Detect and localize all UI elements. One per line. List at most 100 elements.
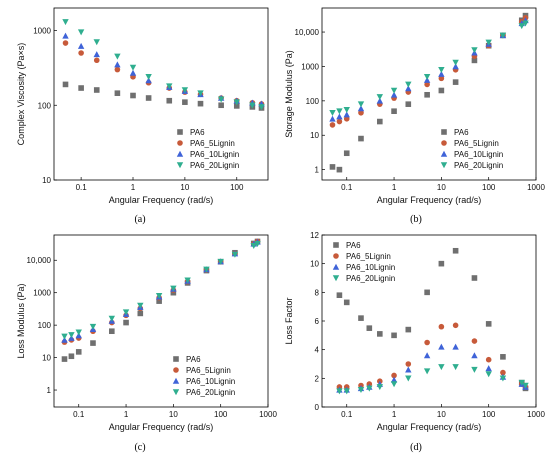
data-point-4-12 (485, 371, 492, 378)
legend: PA6 PA6_5Lignin PA6_10Lignin PA6_20Lignin (332, 241, 395, 283)
data-point-4-2 (77, 29, 85, 36)
y-tick-label: 1000 (33, 27, 51, 36)
data-point-1-11 (471, 275, 478, 281)
data-point-4-2 (343, 388, 350, 395)
data-point-1-7 (405, 326, 412, 333)
y-tick-label: 10 (42, 176, 51, 185)
data-point-1-3 (343, 150, 350, 157)
panel-label: (d) (410, 442, 422, 453)
data-point-1-7 (405, 101, 412, 107)
data-point-4-2 (68, 332, 75, 339)
data-point-1-13 (500, 354, 506, 360)
y-tick-label: 1000 (301, 62, 319, 71)
legend-label-2: PA6_5Lignin (346, 252, 391, 261)
x-tick-label: 100 (482, 183, 496, 192)
data-point-3-1 (61, 336, 68, 343)
data-point-1-3 (93, 87, 100, 93)
x-tick-label: 10 (169, 410, 178, 419)
legend: PA6 PA6_5Lignin PA6_10Lignin PA6_20Lignin (172, 355, 235, 397)
legend-marker-3 (176, 150, 184, 157)
data-point-1-1 (62, 81, 69, 88)
legend-marker-1 (173, 356, 179, 362)
legend-label-3: PA6_10Lignin (190, 150, 239, 159)
data-point-3-10 (452, 343, 459, 350)
legend: PA6 PA6_5Lignin PA6_10Lignin PA6_20Lignin (440, 128, 503, 170)
data-point-2-9 (438, 323, 445, 330)
data-point-4-7 (405, 375, 412, 382)
legend-marker-1 (441, 129, 447, 135)
data-point-1-6 (391, 108, 397, 114)
data-point-2-10 (452, 322, 459, 329)
chart-panel-2: 0.1 1 10 100 1000 1 10 100 1000 10,000 Angular Fre… (284, 7, 545, 225)
data-point-1-4 (366, 325, 373, 331)
data-point-4-10 (452, 364, 459, 371)
legend-label-1: PA6 (454, 128, 469, 137)
data-point-1-1 (336, 292, 343, 298)
data-point-4-14 (518, 379, 525, 386)
y-tick-label: 10,000 (295, 28, 320, 37)
data-point-4-5 (376, 384, 384, 391)
legend-label-2: PA6_5Lignin (186, 366, 231, 375)
data-point-2-4 (114, 66, 121, 73)
data-point-4-5 (376, 94, 384, 101)
x-tick-label: 10 (437, 410, 446, 419)
data-point-4-13 (231, 251, 239, 258)
data-point-4-1 (329, 109, 336, 116)
data-point-4-8 (423, 368, 431, 375)
legend-marker-3 (172, 377, 180, 384)
data-point-2-8 (424, 339, 430, 346)
x-tick-label: 1 (392, 183, 397, 192)
x-tick-label: 100 (214, 410, 228, 419)
y-axis-label: Storage Modulus (Pa) (284, 50, 294, 138)
data-point-1-3 (358, 315, 364, 321)
data-point-4-1 (336, 388, 343, 395)
panel-label: (a) (134, 214, 145, 225)
legend-marker-2 (441, 140, 447, 146)
data-point-2-4 (358, 109, 364, 116)
legend-marker-2 (173, 367, 179, 373)
data-point-3-10 (452, 63, 459, 70)
data-point-3-2 (336, 113, 343, 120)
data-point-2-13 (500, 369, 506, 376)
data-point-4-7 (405, 81, 412, 88)
y-tick-label: 10,000 (27, 256, 52, 265)
data-point-1-12 (485, 321, 492, 327)
data-point-4-9 (170, 285, 177, 292)
data-point-3-2 (77, 42, 85, 49)
plot-frame (321, 7, 537, 181)
y-tick-label: 8 (315, 288, 320, 297)
x-tick-label: 10 (180, 183, 189, 192)
legend-label-1: PA6 (186, 355, 201, 364)
legend-label-4: PA6_20Lignin (190, 161, 239, 170)
data-point-1-2 (68, 353, 75, 360)
data-point-1-6 (123, 319, 129, 326)
data-point-4-12 (485, 39, 492, 46)
y-tick-label: 1000 (33, 289, 51, 298)
legend-label-4: PA6_20Lignin (186, 388, 235, 397)
legend-label-1: PA6 (190, 128, 205, 137)
chart-panel-4: 0.1 1 10 100 1000 0 2 4 6 8 10 12 Angular Frequency … (284, 231, 545, 453)
x-tick-label: 100 (482, 410, 496, 419)
y-tick-label: 6 (315, 317, 320, 326)
data-point-3-8 (423, 352, 431, 359)
data-point-3-7 (405, 366, 412, 373)
data-point-4-9 (197, 90, 204, 97)
data-point-4-9 (438, 364, 445, 371)
data-point-4-15 (522, 20, 529, 27)
x-axis-label: Angular Frequency (rad/s) (377, 195, 482, 205)
data-point-3-6 (145, 77, 152, 84)
legend-label-2: PA6_5Lignin (190, 139, 235, 148)
x-tick-label: 1000 (259, 410, 277, 419)
legend-label-4: PA6_20Lignin (454, 161, 503, 170)
data-point-1-6 (391, 332, 397, 339)
data-point-1-1 (329, 164, 336, 170)
data-point-4-11 (233, 99, 240, 106)
legend-marker-4 (172, 389, 180, 396)
data-point-1-2 (78, 85, 84, 91)
y-tick-label: 0 (315, 403, 320, 412)
data-point-4-12 (217, 258, 224, 265)
data-point-1-11 (471, 57, 478, 64)
data-point-3-1 (329, 115, 336, 122)
